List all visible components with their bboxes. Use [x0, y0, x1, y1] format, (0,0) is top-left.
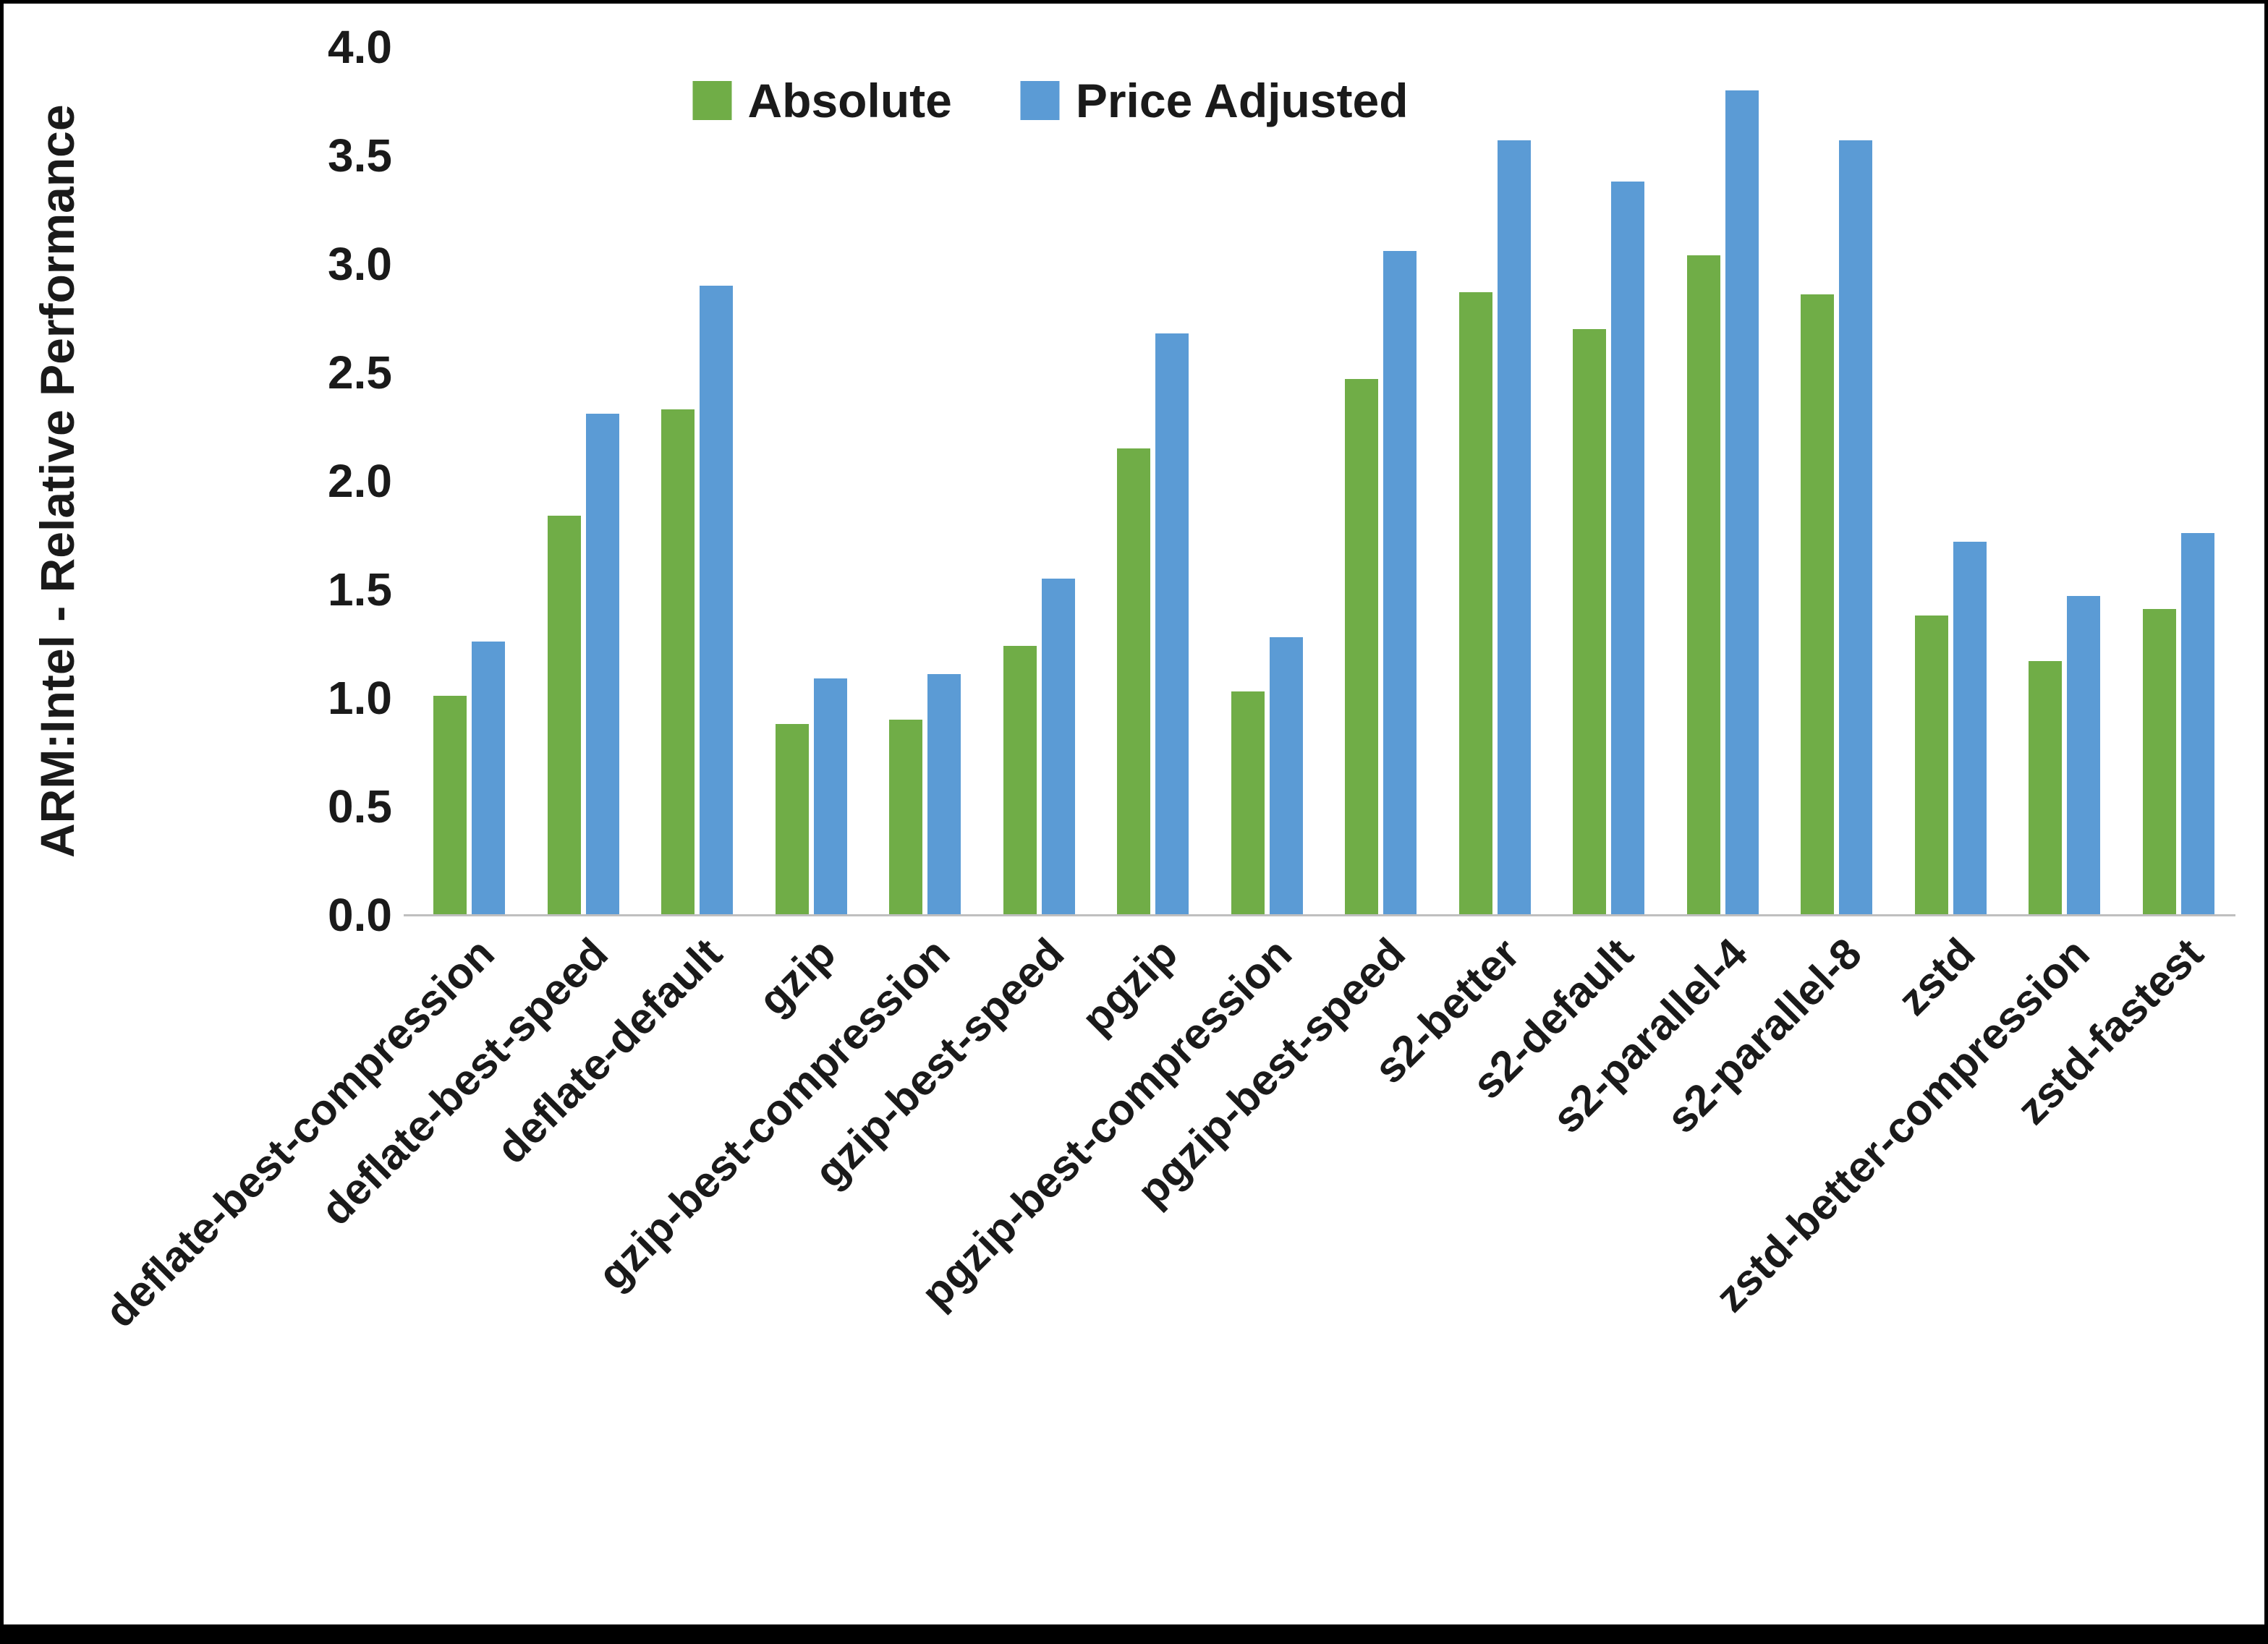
bar-price-adjusted: [472, 642, 506, 915]
bar-group: gzip: [749, 47, 869, 1025]
y-tick-label: 1.5: [328, 563, 392, 616]
y-tick-label: 4.0: [328, 21, 392, 73]
bar-price-adjusted: [1725, 90, 1759, 915]
y-axis-title: ARM:Intel - Relative Performance: [30, 104, 84, 858]
bar-price-adjusted: [2067, 596, 2101, 915]
bar-group: gzip-best-compression: [589, 47, 982, 1299]
y-tick-label: 0.0: [328, 889, 392, 941]
legend-label-absolute: Absolute: [747, 74, 952, 127]
bar-price-adjusted: [813, 678, 847, 915]
bar-absolute: [889, 720, 923, 915]
bar-group: deflate-best-compression: [95, 47, 527, 1337]
bar-absolute: [1573, 329, 1607, 915]
bar-absolute: [547, 516, 581, 915]
bar-group: s2-parallel-8: [1657, 47, 1894, 1142]
bar-price-adjusted: [700, 286, 734, 915]
bottom-border-band: [4, 1624, 2264, 1640]
plot-area: Absolute Price Adjusted 0.0 0.5 1.0 1.5 2.0 2…: [95, 21, 2236, 1337]
bar-group: deflate-best-speed: [312, 47, 641, 1235]
bar-price-adjusted: [1383, 251, 1417, 915]
bar-absolute: [2142, 609, 2176, 915]
bar-absolute: [1003, 646, 1037, 915]
bar-group: pgzip: [1072, 47, 1210, 1043]
x-axis-line: [404, 914, 2235, 916]
bar-group: zstd: [1889, 47, 2008, 1025]
y-tick-label: 3.0: [328, 238, 392, 290]
legend-swatch-price-adjusted-icon: [1020, 81, 1060, 120]
bar-group: s2-default: [1464, 47, 1666, 1108]
bar-price-adjusted: [1155, 333, 1189, 915]
y-tick-label: 0.5: [328, 780, 392, 832]
bar-absolute: [775, 724, 809, 915]
bar-absolute: [1345, 379, 1379, 915]
bar-absolute: [1458, 292, 1492, 915]
y-tick-label: 1.0: [328, 672, 392, 724]
legend-item-price-adjusted: Price Adjusted: [1020, 73, 1409, 128]
bar-price-adjusted: [1953, 542, 1987, 915]
bar-group: pgzip-best-compression: [912, 47, 1325, 1318]
y-tick-label: 2.0: [328, 455, 392, 507]
legend-swatch-absolute-icon: [692, 81, 732, 120]
bar-groups: deflate-best-compression deflate-best-spe…: [95, 47, 2236, 1337]
bar-group: gzip-best-speed: [805, 47, 1097, 1197]
bar-price-adjusted: [1839, 140, 1873, 915]
bar-absolute: [433, 696, 467, 915]
bar-group: s2-parallel-4: [1543, 47, 1780, 1142]
bar-group: s2-better: [1364, 47, 1553, 1093]
bar-absolute: [1231, 691, 1265, 915]
bar-absolute: [1801, 294, 1835, 915]
bar-group: deflate-default: [487, 47, 755, 1173]
bar-price-adjusted: [1611, 182, 1645, 915]
y-tick-label: 2.5: [328, 346, 392, 399]
bar-group: zstd-fastest: [2008, 47, 2236, 1133]
bar-price-adjusted: [1269, 637, 1303, 915]
legend-item-absolute: Absolute: [692, 73, 952, 128]
bar-absolute: [1914, 616, 1948, 915]
bar-group: zstd-better-compression: [1706, 47, 2122, 1321]
y-tick-label: 3.5: [328, 129, 392, 182]
bar-price-adjusted: [927, 674, 961, 915]
bar-absolute: [2029, 661, 2063, 915]
x-axis-category-label: gzip: [749, 929, 845, 1025]
x-axis-category-label: zstd: [1888, 929, 1984, 1025]
bar-absolute: [661, 409, 695, 915]
bar-price-adjusted: [1497, 140, 1531, 915]
legend-label-price-adjusted: Price Adjusted: [1075, 74, 1409, 127]
bar-price-adjusted: [585, 414, 619, 915]
bar-price-adjusted: [2180, 533, 2214, 915]
bar-absolute: [1117, 448, 1151, 915]
y-axis-ticks: 0.0 0.5 1.0 1.5 2.0 2.5 3.0 3.5 4.0: [233, 21, 392, 941]
bar-group: pgzip-best-speed: [1128, 47, 1438, 1216]
legend: Absolute Price Adjusted: [692, 73, 1409, 128]
bar-price-adjusted: [1041, 579, 1075, 915]
bar-absolute: [1686, 255, 1720, 915]
